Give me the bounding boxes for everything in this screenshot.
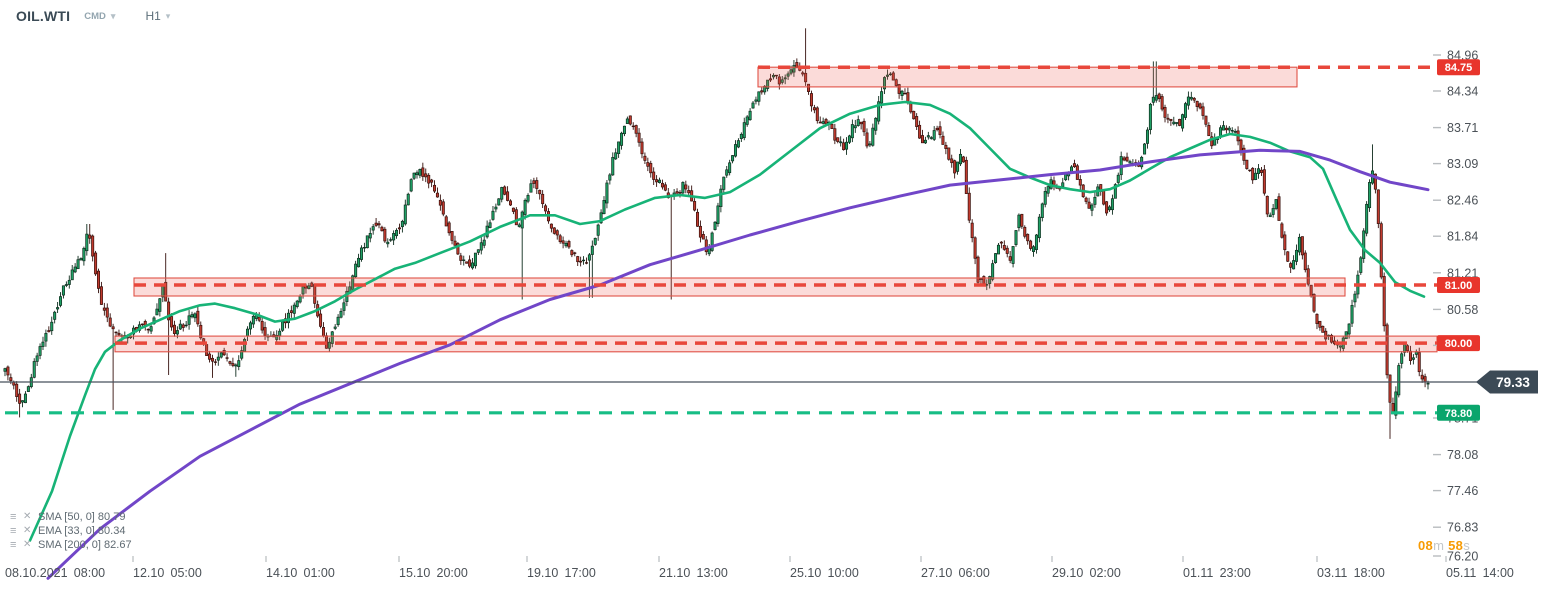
instrument-type-dropdown[interactable]: CMD ▾: [84, 11, 115, 22]
level-badge-80.00: [1437, 335, 1480, 352]
indicator-label: SMA [50, 0] 80.79: [38, 510, 126, 523]
y-axis-label: 76.83: [1447, 521, 1478, 535]
x-axis-label: 01.11 23:00: [1183, 566, 1251, 580]
instrument-type-label: CMD: [84, 10, 106, 22]
x-axis-label: 15.10 20:00: [399, 566, 468, 580]
x-axis-label: 27.10 06:00: [921, 566, 990, 580]
level-badge-78.80: [1437, 404, 1480, 421]
price-level-badges: 84.75 81.00 80.00 78.80 79.33: [1437, 59, 1538, 421]
indicator-remove-icon[interactable]: ✕: [23, 525, 32, 536]
zone-81.00: [133, 277, 1346, 297]
chevron-down-icon: ▾: [165, 10, 171, 21]
moving-average-lines: [28, 100, 1430, 580]
level-badge-81.00: [1437, 277, 1480, 293]
svg-text:84.75: 84.75: [1445, 62, 1473, 74]
indicator-settings-icon[interactable]: ≡: [10, 524, 17, 537]
y-axis: 84.96 84.34 83.71 83.09 82.46 81.84 81.21 80.58…: [1433, 49, 1478, 564]
level-badge-84.75: [1437, 59, 1480, 76]
x-axis: 08.10.2021 08:00 12.10 05:00 14.10 01:00 15…: [5, 556, 1514, 580]
timeframe-label: H1: [145, 9, 161, 23]
y-axis-label: 77.46: [1447, 484, 1478, 498]
ma-line: [28, 100, 1426, 542]
svg-text:80.00: 80.00: [1445, 338, 1473, 350]
svg-text:78.80: 78.80: [1445, 408, 1473, 420]
y-axis-label: 83.71: [1447, 121, 1478, 135]
x-axis-label: 14.10 01:00: [266, 566, 335, 580]
current-price-value: 79.33: [1496, 375, 1530, 390]
timer-seconds: 58: [1448, 538, 1464, 553]
x-axis-label: 29.10 02:00: [1052, 566, 1121, 580]
y-axis-label: 78.08: [1447, 448, 1478, 462]
timer-minutes: 08: [1418, 538, 1434, 553]
timer-seconds-unit: s: [1463, 538, 1470, 553]
indicator-row: ≡ ✕ EMA [33, 0] 80.34: [10, 524, 132, 537]
y-axis-label: 81.84: [1447, 230, 1478, 244]
ma-line: [46, 148, 1430, 580]
candle-timer: 08m 58s: [1418, 538, 1470, 553]
x-axis-label: 05.11 14:00: [1446, 566, 1514, 580]
level-dashed-lines: [5, 65, 1437, 415]
y-axis-label: 76.20: [1447, 550, 1478, 564]
candlesticks: [3, 28, 1430, 439]
chevron-down-icon: ▾: [110, 10, 116, 21]
indicator-label: EMA [33, 0] 80.34: [38, 524, 126, 537]
y-axis-label: 84.96: [1447, 49, 1478, 63]
y-axis-label: 80.58: [1447, 303, 1478, 317]
y-axis-label: 84.34: [1447, 85, 1478, 99]
indicator-remove-icon[interactable]: ✕: [23, 539, 32, 550]
indicator-label: SMA [200, 0] 82.67: [38, 538, 132, 551]
zone-84.75: [757, 66, 1298, 88]
indicator-row: ≡ ✕ SMA [50, 0] 80.79: [10, 510, 132, 523]
indicator-settings-icon[interactable]: ≡: [10, 510, 17, 523]
indicator-remove-icon[interactable]: ✕: [23, 511, 32, 522]
x-axis-label: 12.10 05:00: [133, 566, 202, 580]
chart-header: OIL.WTI CMD ▾ H1 ▾: [16, 8, 170, 24]
x-axis-label: 25.10 10:00: [790, 566, 859, 580]
indicator-legend: ≡ ✕ SMA [50, 0] 80.79 ≡ ✕ EMA [33, 0] 80.34 ≡ ✕…: [10, 510, 132, 552]
x-axis-label: 08.10.2021 08:00: [5, 566, 105, 580]
y-axis-label: 83.09: [1447, 157, 1478, 171]
price-zones: [114, 66, 1438, 353]
y-axis-label: 82.46: [1447, 194, 1478, 208]
timeframe-dropdown[interactable]: H1 ▾: [145, 9, 170, 23]
indicator-settings-icon[interactable]: ≡: [10, 538, 17, 551]
svg-text:81.00: 81.00: [1445, 280, 1473, 292]
y-axis-label: 81.21: [1447, 266, 1478, 280]
x-axis-label: 21.10 13:00: [659, 566, 728, 580]
indicator-row: ≡ ✕ SMA [200, 0] 82.67: [10, 538, 132, 551]
x-axis-label: 19.10 17:00: [527, 566, 596, 580]
current-price-badge: [1476, 370, 1538, 394]
symbol-name: OIL.WTI: [16, 8, 71, 24]
x-axis-label: 03.11 18:00: [1317, 566, 1385, 580]
timer-minutes-unit: m: [1433, 538, 1445, 553]
